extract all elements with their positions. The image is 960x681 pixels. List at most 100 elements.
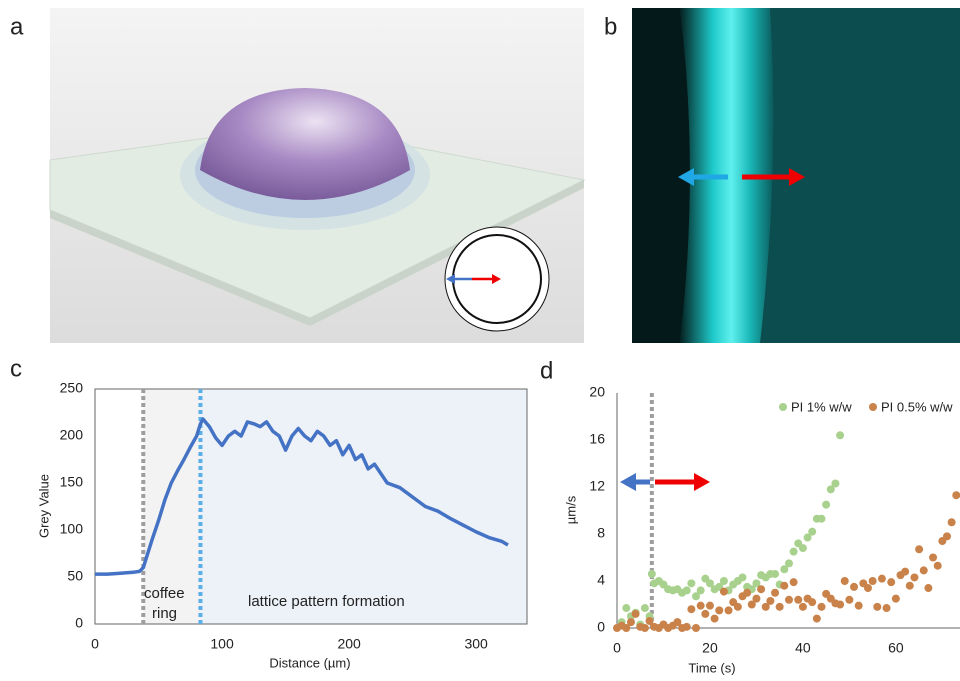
data-point (785, 559, 793, 567)
x-tick-label: 0 (91, 636, 99, 652)
data-point (873, 603, 881, 611)
data-point (892, 595, 900, 603)
annotation: lattice pattern formation (248, 593, 405, 610)
data-point (697, 602, 705, 610)
y-tick-label: 50 (67, 568, 83, 584)
data-point (952, 491, 960, 499)
y-axis-label: Grey Value (36, 474, 51, 538)
data-point (720, 577, 728, 585)
data-point (743, 589, 751, 597)
y-tick-label: 0 (597, 619, 605, 635)
x-tick-label: 40 (795, 640, 811, 656)
data-point (771, 570, 779, 578)
data-point (622, 604, 630, 612)
data-point (831, 479, 839, 487)
data-point (836, 431, 844, 439)
data-point (771, 589, 779, 597)
data-point (855, 602, 863, 610)
y-tick-label: 0 (75, 615, 83, 631)
data-point (738, 573, 746, 581)
data-point (799, 603, 807, 611)
annotation: ring (152, 605, 177, 622)
y-tick-label: 200 (60, 427, 84, 443)
x-tick-label: 20 (702, 640, 718, 656)
y-tick-label: 4 (597, 572, 605, 588)
y-axis-label: µm/s (563, 495, 578, 524)
data-point (785, 596, 793, 604)
data-point (794, 596, 802, 604)
data-point (715, 606, 723, 614)
panel-label: d (540, 357, 553, 384)
data-point (720, 588, 728, 596)
data-point (817, 515, 825, 523)
data-point (648, 570, 656, 578)
arrow-head (694, 473, 710, 491)
data-point (799, 544, 807, 552)
data-point (757, 585, 765, 593)
data-point (627, 618, 635, 626)
data-point (910, 573, 918, 581)
data-point (850, 583, 858, 591)
data-point (822, 501, 830, 509)
data-point (697, 586, 705, 594)
data-point (948, 518, 956, 526)
data-point (641, 604, 649, 612)
figure: a b c d coffee ring lattice pattern form… (0, 0, 960, 681)
data-point (864, 584, 872, 592)
data-point (808, 528, 816, 536)
data-point (683, 586, 691, 594)
data-point (706, 602, 714, 610)
data-point (687, 579, 695, 587)
panel-label: a (10, 13, 24, 40)
data-point (790, 548, 798, 556)
data-point (711, 615, 719, 623)
data-point (766, 597, 774, 605)
y-tick-label: 20 (589, 384, 605, 400)
data-point (906, 582, 914, 590)
data-point (790, 578, 798, 586)
data-point (869, 577, 877, 585)
data-point (692, 624, 700, 632)
y-tick-label: 12 (589, 478, 605, 494)
data-point (752, 595, 760, 603)
legend-label: PI 1% w/w (791, 399, 852, 414)
panel-label: b (604, 13, 617, 40)
x-axis-label: Time (s) (688, 660, 735, 675)
x-tick-label: 0 (613, 640, 621, 656)
legend-marker (779, 403, 787, 411)
data-point (836, 601, 844, 609)
x-axis-label: Distance (µm) (269, 655, 350, 670)
data-point (934, 562, 942, 570)
data-point (641, 624, 649, 632)
data-point (887, 578, 895, 586)
x-tick-label: 100 (210, 636, 234, 652)
data-point (920, 566, 928, 574)
arrow-head (620, 473, 636, 491)
data-point (776, 603, 784, 611)
panel-label: c (10, 355, 22, 382)
y-tick-label: 16 (589, 431, 605, 447)
data-point (915, 545, 923, 553)
y-tick-label: 8 (597, 525, 605, 541)
legend-label: PI 0.5% w/w (881, 399, 953, 414)
data-point (632, 610, 640, 618)
data-point (943, 532, 951, 540)
data-point (845, 596, 853, 604)
y-tick-label: 100 (60, 521, 84, 537)
data-point (901, 568, 909, 576)
legend-marker (869, 403, 877, 411)
panel-a-image (50, 8, 584, 343)
data-point (780, 582, 788, 590)
data-point (701, 610, 709, 618)
data-point (683, 623, 691, 631)
data-point (841, 577, 849, 585)
data-point (878, 575, 886, 583)
annotation: coffee (144, 585, 185, 602)
x-tick-label: 60 (888, 640, 904, 656)
data-point (817, 603, 825, 611)
x-tick-label: 200 (337, 636, 361, 652)
panel-b-image (632, 8, 960, 343)
data-point (813, 615, 821, 623)
data-point (687, 605, 695, 613)
y-tick-label: 250 (60, 380, 84, 396)
